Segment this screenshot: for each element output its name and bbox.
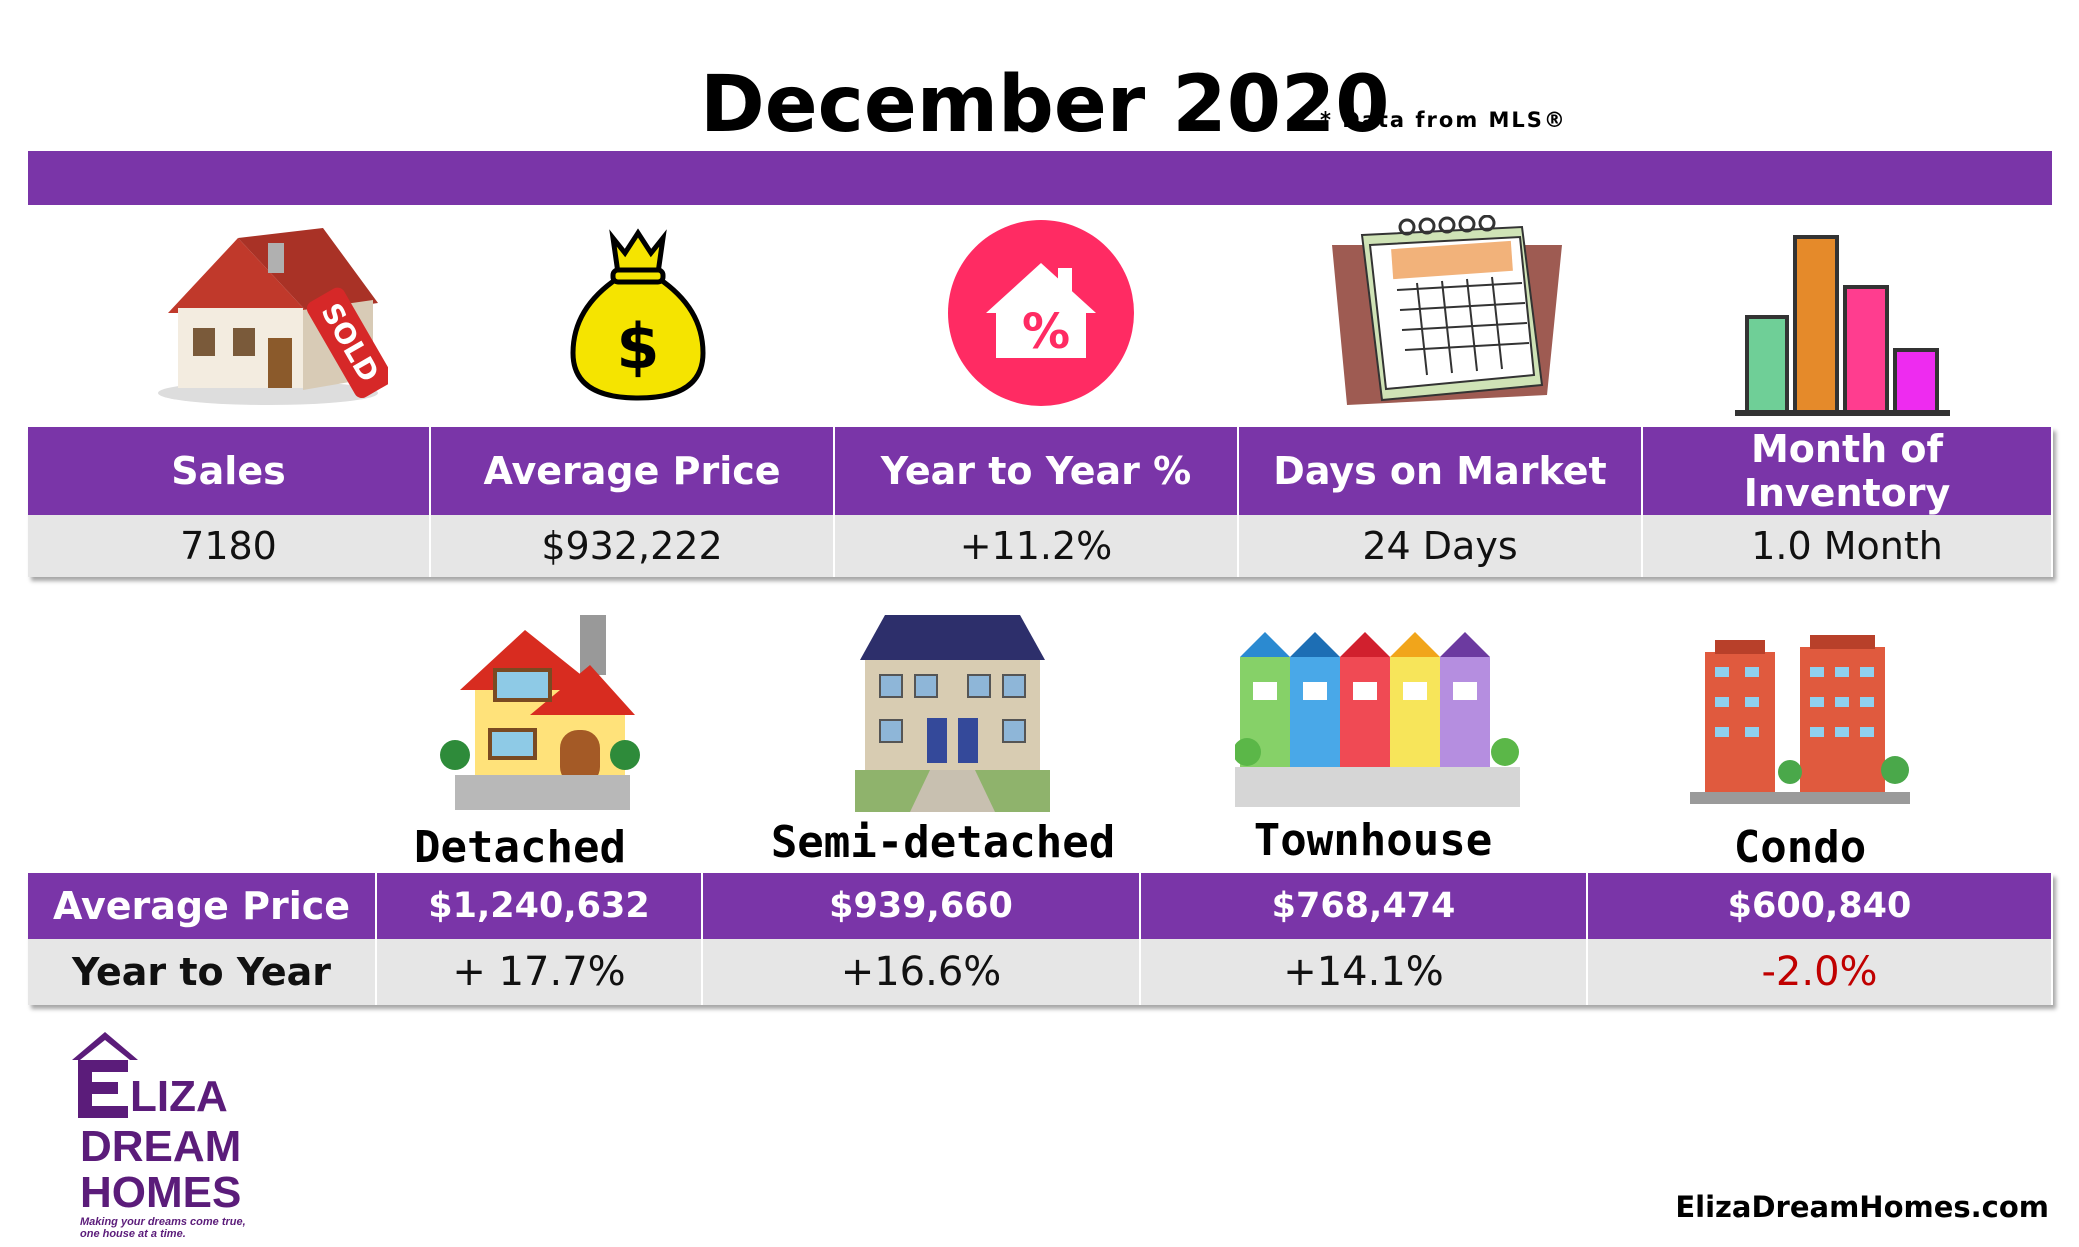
calendar-icon [1322,214,1572,410]
price-townhouse: $768,474 [1140,873,1588,939]
header-sales: Sales [28,427,431,515]
logo-tagline: Making your dreams come true, one house … [80,1216,246,1240]
change-townhouse: +14.1% [1140,939,1588,1005]
page-title: December 2020 [700,60,1390,150]
summary-header-row: Sales Average Price Year to Year % Days … [28,427,2053,515]
logo-line3: HOMES [80,1168,242,1217]
semi-detached-house-icon [855,600,1050,812]
header-year-to-year: Year to Year % [834,427,1239,515]
money-bag-icon: $ [563,228,713,403]
condo-building-icon [1690,632,1910,807]
header-divider-bar [28,151,2052,205]
property-type-table: Average Price $1,240,632 $939,660 $768,4… [28,873,2053,1005]
value-days-on-market: 24 Days [1238,515,1643,577]
label-condo: Condo [1733,822,1867,873]
home-percent-icon: % [946,218,1136,408]
price-semi-detached: $939,660 [702,873,1141,939]
svg-text:%: % [1022,304,1070,360]
label-semi-detached: Semi-detached [770,817,1116,868]
header-days-on-market: Days on Market [1238,427,1643,515]
website-url[interactable]: ElizaDreamHomes.com [1675,1190,2049,1224]
townhouse-icon [1233,627,1520,812]
price-detached: $1,240,632 [376,873,703,939]
summary-value-row: 7180 $932,222 +11.2% 24 Days 1.0 Month [28,515,2053,577]
label-detached: Detached [414,822,626,873]
house-sold-icon: SOLD [148,218,393,408]
title-block: December 2020 [700,55,1390,155]
svg-text:$: $ [616,310,659,383]
logo-house-e-icon [72,1032,138,1118]
value-sales: 7180 [28,515,431,577]
price-row: Average Price $1,240,632 $939,660 $768,4… [28,873,2053,939]
detached-house-icon [440,605,640,815]
header-month-of-inventory: Month of Inventory [1642,427,2053,515]
value-month-of-inventory: 1.0 Month [1642,515,2053,577]
price-condo: $600,840 [1587,873,2053,939]
value-average-price: $932,222 [430,515,835,577]
bar-chart-icon [1735,232,1950,417]
header-average-price: Average Price [430,427,835,515]
summary-table: Sales Average Price Year to Year % Days … [28,427,2053,577]
change-detached: + 17.7% [376,939,703,1005]
company-logo: LIZA DREAM HOMES Making your dreams come… [70,1030,260,1240]
change-row: Year to Year + 17.7% +16.6% +14.1% -2.0% [28,939,2053,1005]
change-condo: -2.0% [1587,939,2053,1005]
value-year-to-year: +11.2% [834,515,1239,577]
change-row-label: Year to Year [28,939,377,1005]
change-semi-detached: +16.6% [702,939,1141,1005]
logo-line1: LIZA [130,1072,228,1121]
label-townhouse: Townhouse [1253,815,1493,866]
data-source-note: * Data from MLS® [1320,108,1567,132]
price-row-label: Average Price [28,873,377,939]
logo-line2: DREAM [80,1122,242,1171]
